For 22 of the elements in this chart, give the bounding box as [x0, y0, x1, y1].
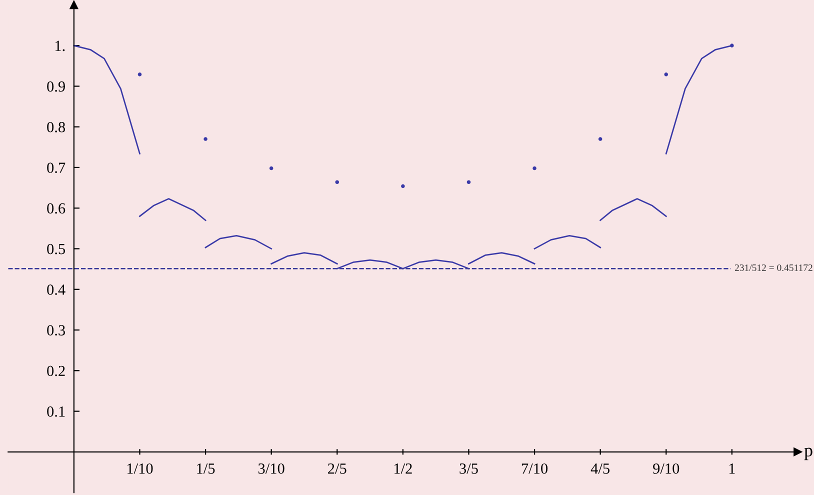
y-tick-label: 0.8 — [47, 122, 66, 132]
y-tick-label: 1. — [55, 40, 65, 52]
x-tick-label: 2/5 — [328, 463, 346, 474]
y-tick-label: 0.1 — [47, 406, 65, 417]
x-tick-label: 1/5 — [197, 464, 215, 474]
x-tick-label: 3/5 — [460, 463, 478, 474]
x-axis-title: p — [804, 448, 812, 460]
x-tick-label: 9/10 — [653, 463, 680, 474]
x-tick-label: 7/10 — [522, 463, 548, 474]
x-tick-label: 1 — [729, 464, 735, 474]
y-tick-label: 0.4 — [47, 284, 66, 295]
ref-line-label: 231/512 = 0.451172 — [734, 264, 812, 272]
y-tick-label: 0.6 — [47, 203, 66, 214]
y-tick-label: 0.5 — [47, 244, 66, 254]
y-tick-label: 0.7 — [47, 162, 66, 173]
x-tick-label: 3/10 — [258, 463, 284, 474]
y-tick-label: 0.2 — [47, 366, 65, 376]
x-tick-label: 4/5 — [590, 464, 610, 474]
x-tick-label: 1/2 — [394, 463, 412, 474]
x-tick-label: 1/10 — [128, 463, 153, 474]
y-tick-label: 0.3 — [47, 325, 66, 336]
y-tick-label: 0.9 — [47, 81, 65, 92]
